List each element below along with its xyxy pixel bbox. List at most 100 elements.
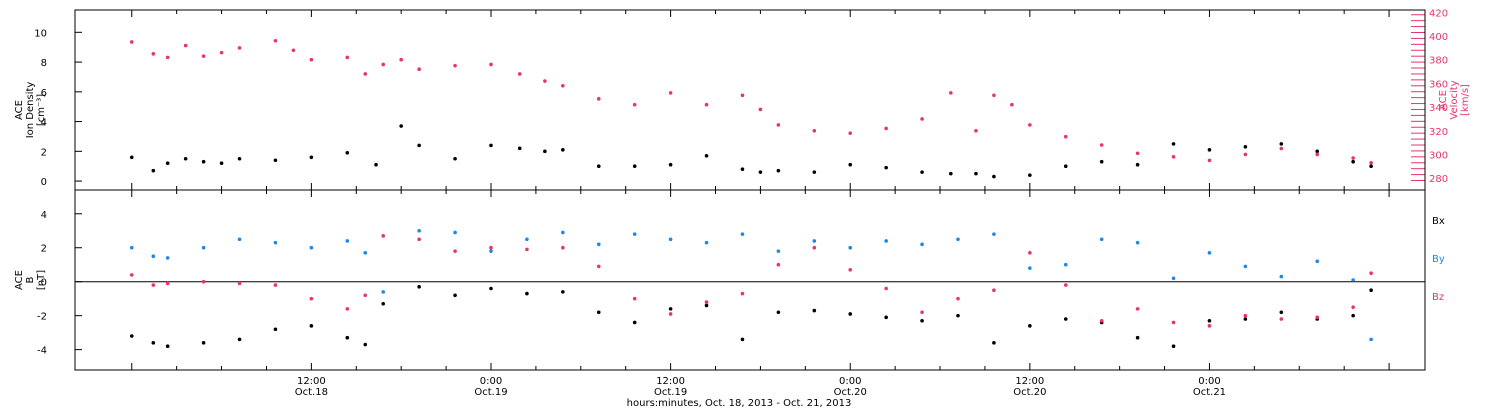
- point-velocity: [517, 72, 522, 76]
- point-by: [668, 237, 673, 242]
- point-velocity: [848, 131, 853, 135]
- point-ion-density: [309, 155, 314, 160]
- point-bx: [201, 341, 206, 345]
- point-bz: [345, 307, 350, 311]
- point-ion-density: [776, 168, 781, 173]
- point-by: [596, 242, 601, 247]
- point-by: [920, 242, 924, 247]
- point-ion-density: [151, 168, 156, 173]
- point-ion-density: [884, 165, 888, 170]
- x-tick-label-time: 12:00: [656, 376, 685, 387]
- point-by: [129, 245, 134, 250]
- point-bz: [201, 279, 206, 284]
- point-bx: [776, 310, 781, 315]
- point-bz: [237, 281, 242, 286]
- point-by: [740, 232, 745, 236]
- point-by: [1099, 237, 1104, 242]
- point-by: [237, 237, 242, 242]
- bottom-ylabel-line3: [nT]: [36, 270, 47, 290]
- point-ion-density: [273, 158, 278, 163]
- point-velocity: [1351, 156, 1355, 160]
- point-bx: [740, 337, 745, 342]
- top-ylabel-line2: Ion Density: [25, 82, 36, 139]
- x-tick-label-time: 0:00: [480, 376, 502, 387]
- point-velocity: [1171, 155, 1176, 159]
- point-bz: [740, 291, 745, 296]
- point-bz: [848, 268, 853, 272]
- point-velocity: [165, 55, 170, 60]
- point-by: [1207, 251, 1212, 255]
- point-by: [1028, 266, 1032, 270]
- x-tick-label-time: 0:00: [839, 376, 861, 387]
- point-bx: [632, 320, 637, 325]
- point-ion-density: [920, 170, 924, 174]
- point-bz: [309, 296, 314, 301]
- point-velocity: [543, 79, 547, 83]
- top-right-tick-label: 320: [1429, 127, 1448, 138]
- point-ion-density: [345, 151, 350, 155]
- point-bz: [1351, 305, 1355, 309]
- point-by: [453, 230, 457, 235]
- point-ion-density: [1243, 145, 1248, 149]
- point-bx: [165, 344, 170, 349]
- point-bz: [561, 245, 565, 250]
- point-ion-density: [1063, 164, 1068, 168]
- top-right-ylabel-line3: [km/s]: [1460, 84, 1471, 116]
- point-velocity: [812, 128, 817, 133]
- top-left-tick-label: 2: [41, 147, 47, 158]
- point-by: [1135, 240, 1140, 245]
- top-left-tick-label: 8: [41, 58, 47, 69]
- point-bx: [273, 327, 278, 332]
- point-by: [273, 240, 278, 245]
- point-ion-density: [561, 148, 565, 152]
- point-ion-density: [183, 156, 188, 161]
- point-ion-density: [374, 162, 378, 167]
- point-bz: [992, 288, 996, 292]
- point-ion-density: [1207, 148, 1212, 152]
- point-by: [561, 230, 565, 235]
- top-left-tick-label: 10: [34, 28, 47, 39]
- point-velocity: [974, 128, 978, 133]
- top-right-tick-label: 380: [1429, 56, 1448, 67]
- point-velocity: [561, 83, 565, 88]
- point-bz: [273, 283, 278, 287]
- point-bz: [1171, 320, 1176, 325]
- point-bx: [129, 334, 134, 338]
- point-bz: [920, 310, 924, 315]
- point-by: [525, 237, 529, 242]
- top-right-tick-label: 280: [1429, 174, 1448, 185]
- point-by: [201, 245, 206, 250]
- point-velocity: [273, 38, 278, 43]
- point-bx: [704, 303, 709, 308]
- point-ion-density: [1028, 173, 1032, 177]
- point-bx: [309, 324, 314, 328]
- point-velocity: [381, 62, 386, 67]
- point-bz: [363, 293, 368, 298]
- top-left-tick-label: 6: [41, 88, 47, 99]
- point-velocity: [596, 97, 601, 101]
- point-by: [417, 228, 421, 233]
- point-velocity: [920, 117, 924, 121]
- point-ion-density: [165, 161, 170, 166]
- point-bx: [381, 301, 386, 306]
- point-velocity: [1010, 102, 1014, 107]
- point-ion-density: [992, 174, 996, 179]
- point-by: [345, 239, 350, 243]
- point-bz: [525, 247, 529, 252]
- point-bz: [884, 286, 888, 291]
- top-left-tick-label: 0: [41, 177, 47, 188]
- point-bz: [596, 264, 601, 269]
- point-bz: [668, 312, 673, 316]
- point-bx: [1063, 317, 1068, 321]
- point-velocity: [417, 67, 421, 72]
- bottom-left-tick-label: 2: [41, 244, 47, 255]
- x-tick-label-date: Oct.20: [834, 387, 867, 398]
- point-ion-density: [237, 156, 242, 161]
- point-bx: [417, 284, 421, 289]
- point-bx: [884, 315, 888, 320]
- point-velocity: [151, 52, 156, 56]
- point-bx: [453, 293, 457, 298]
- point-bx: [1028, 324, 1032, 328]
- point-bx: [345, 335, 350, 340]
- point-bz: [151, 283, 156, 287]
